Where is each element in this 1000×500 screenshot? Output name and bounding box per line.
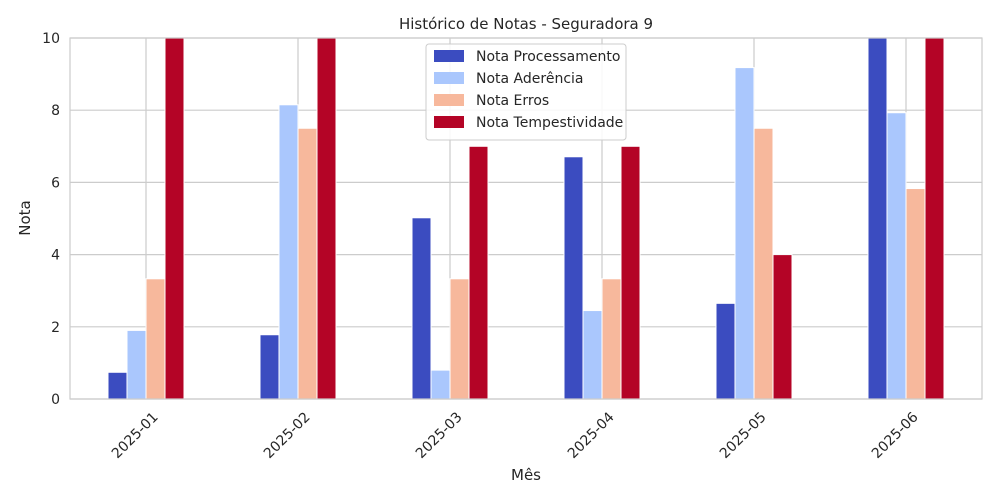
y-tick-label: 4	[51, 248, 60, 264]
y-tick-label: 6	[51, 175, 60, 191]
bar	[715, 302, 736, 400]
bar	[867, 37, 888, 400]
bar	[107, 371, 128, 400]
x-tick-labels: 2025-01 2025-02 2025-03 2025-04 2025-05 2025-…	[109, 409, 922, 462]
x-tick-label: 2025-01	[109, 409, 162, 462]
bar	[905, 188, 926, 400]
x-tick-label: 2025-02	[261, 409, 314, 462]
bar	[924, 37, 945, 400]
bar	[620, 145, 641, 400]
bar	[449, 278, 470, 400]
legend-swatch	[434, 50, 464, 62]
bar	[601, 278, 622, 400]
bar	[259, 334, 280, 400]
bar	[563, 156, 584, 400]
legend-label: Nota Tempestividade	[476, 115, 623, 131]
bar	[753, 127, 774, 400]
bar	[411, 217, 432, 400]
bar	[164, 37, 185, 400]
legend-label: Nota Aderência	[476, 71, 584, 87]
x-tick-label: 2025-05	[717, 409, 770, 462]
y-tick-label: 8	[51, 103, 60, 119]
plot-frame	[69, 37, 983, 400]
y-tick-label: 2	[51, 320, 60, 336]
y-tick-label: 10	[42, 31, 60, 47]
y-tick-label: 0	[51, 392, 60, 408]
bar	[772, 254, 793, 400]
chart-title: Histórico de Notas - Seguradora 9	[399, 15, 653, 33]
legend-swatch	[434, 116, 464, 128]
bar	[278, 104, 299, 400]
x-tick-label: 2025-06	[869, 409, 922, 462]
bar	[734, 67, 755, 400]
legend-label: Nota Processamento	[476, 49, 620, 65]
x-tick-label: 2025-04	[565, 409, 618, 462]
legend-box	[425, 43, 627, 141]
bar	[430, 369, 451, 400]
legend: Nota Processamento Nota Aderência Nota Err…	[425, 43, 627, 141]
bar	[126, 329, 147, 400]
bar	[145, 278, 166, 400]
legend-swatch	[434, 72, 464, 84]
x-tick-label: 2025-03	[413, 409, 466, 462]
bar	[886, 112, 907, 400]
x-axis-title: Mês	[511, 466, 541, 484]
legend-swatch	[434, 94, 464, 106]
bar	[316, 37, 337, 400]
bar	[297, 127, 318, 400]
y-axis-title: Nota	[16, 200, 34, 235]
bar	[582, 310, 603, 400]
bar	[468, 145, 489, 400]
legend-label: Nota Erros	[476, 93, 549, 109]
y-tick-labels: 0 2 4 6 8 10	[42, 31, 60, 408]
